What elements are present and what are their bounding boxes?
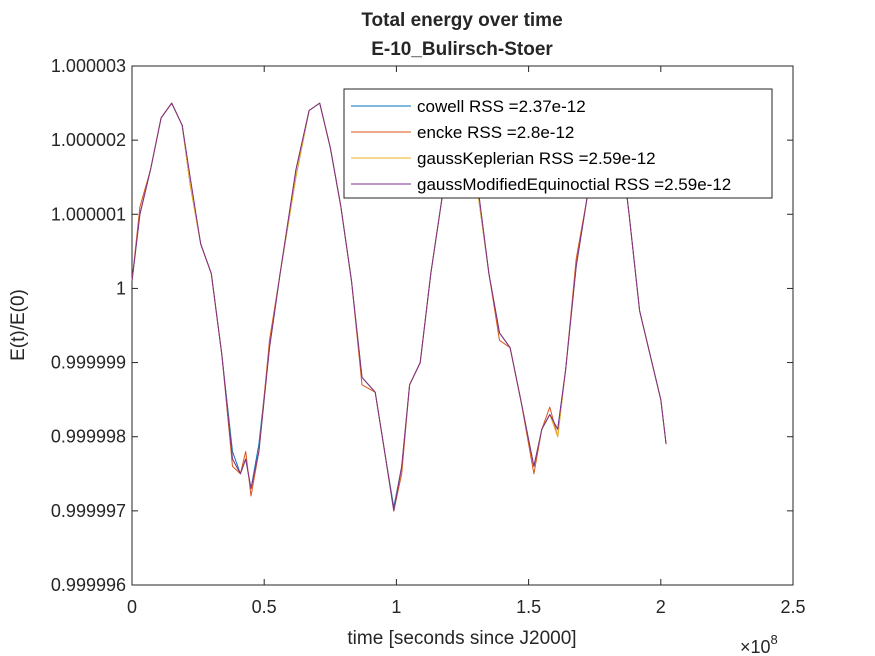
- y-tick-label: 1.000002: [51, 130, 126, 150]
- series-group: [131, 102, 667, 512]
- x-tick-label: 1.5: [516, 597, 541, 617]
- chart-subtitle: E-10_Bulirsch-Stoer: [371, 39, 553, 60]
- legend-label-encke: encke RSS =2.8e-12: [417, 123, 574, 142]
- x-exponent-base: ×108: [740, 632, 778, 656]
- legend-label-gausskeplerian: gaussKeplerian RSS =2.59e-12: [417, 149, 656, 168]
- y-axis-label: E(t)/E(0): [8, 289, 29, 361]
- x-tick-label: 0: [127, 597, 137, 617]
- y-tick-label: 1: [116, 278, 126, 298]
- x-axis-label: time [seconds since J2000]: [347, 628, 576, 649]
- chart-title: Total energy over time: [361, 10, 562, 31]
- x-exponent-power: 8: [771, 632, 778, 647]
- x-tick-label: 2: [656, 597, 666, 617]
- y-tick-label: 1.000001: [51, 204, 126, 224]
- series-line-gaussmodifiedequinoctial: [131, 102, 667, 512]
- x-tick-label: 0.5: [252, 597, 277, 617]
- legend-label-gaussmodifiedequinoctial: gaussModifiedEquinoctial RSS =2.59e-12: [417, 175, 731, 194]
- legend-box: [343, 88, 773, 199]
- y-axis-ticks: 0.999996 0.999997 0.999998 0.999999 1 1.00000…: [51, 56, 793, 595]
- x-tick-label: 1: [391, 597, 401, 617]
- y-tick-label: 0.999999: [51, 353, 126, 373]
- y-tick-label: 0.999997: [51, 501, 126, 521]
- y-tick-label: 0.999998: [51, 427, 126, 447]
- x-axis-ticks: 0 0.5 1 1.5 2 2.5: [127, 66, 806, 617]
- y-tick-label: 1.000003: [51, 56, 126, 76]
- legend: cowell RSS =2.37e-12 encke RSS =2.8e-12 …: [343, 88, 773, 199]
- x-tick-label: 2.5: [780, 597, 805, 617]
- y-tick-label: 0.999996: [51, 575, 126, 595]
- x-exponent-base-text: ×10: [740, 637, 771, 656]
- legend-label-cowell: cowell RSS =2.37e-12: [417, 97, 586, 116]
